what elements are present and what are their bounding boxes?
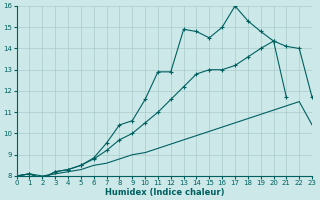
X-axis label: Humidex (Indice chaleur): Humidex (Indice chaleur): [105, 188, 224, 197]
